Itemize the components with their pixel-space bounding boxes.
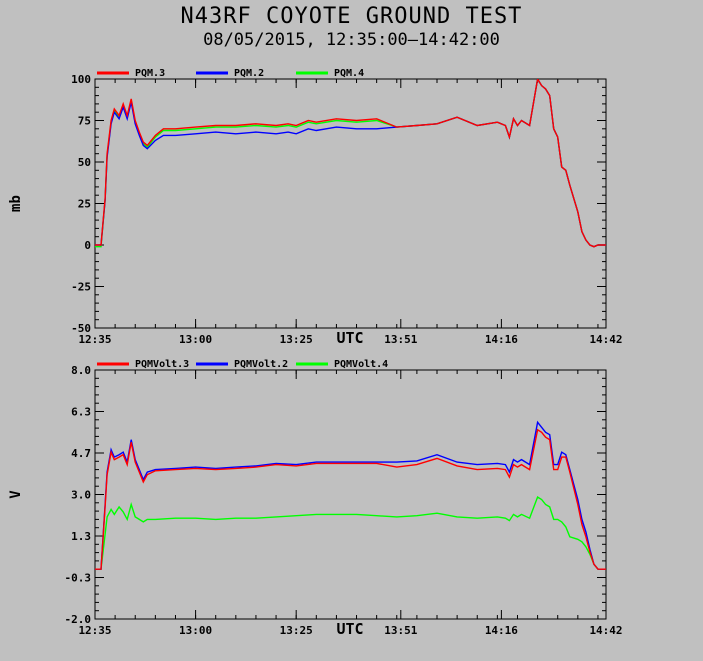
series-line-pqmvolt-4: [95, 495, 606, 570]
voltage-plot-frame: [94, 369, 607, 620]
y-tick-label: 50: [78, 156, 91, 169]
legend-label: PQMVolt.2: [234, 359, 288, 370]
x-tick-label: 13:00: [179, 624, 212, 637]
voltage-panel: 8.0 6.3 4.7 3.0 1.3 -0.3 -2.012:35 13:00 13:25 13…: [8, 359, 623, 638]
y-tick-label: 75: [78, 115, 91, 128]
legend-label: PQM.4: [334, 68, 364, 79]
y-tick-label: -50: [71, 322, 91, 335]
x-tick-label: 13:25: [280, 333, 313, 346]
x-axis-label: UTC: [336, 620, 363, 638]
x-tick-label: 12:35: [78, 624, 111, 637]
y-tick-label: 100: [71, 73, 91, 86]
y-tick-label: 25: [78, 198, 91, 211]
pressure-plot-frame: [94, 78, 607, 329]
y-axis-label: V: [8, 490, 24, 499]
y-tick-label: -25: [71, 281, 91, 294]
x-tick-label: 13:00: [179, 333, 212, 346]
series-line-pqm-4: [95, 79, 606, 248]
legend-label: PQM.2: [234, 68, 264, 79]
x-tick-label: 14:42: [589, 624, 622, 637]
x-tick-label: 14:16: [485, 333, 518, 346]
x-tick-label: 12:35: [78, 333, 111, 346]
x-tick-label: 14:16: [485, 624, 518, 637]
series-line-pqmvolt-2: [95, 420, 606, 570]
legend-label: PQM.3: [135, 68, 165, 79]
y-tick-label: -0.3: [65, 571, 92, 584]
chart-title: N43RF COYOTE GROUND TEST: [180, 4, 523, 29]
y-tick-label: 1.3: [71, 530, 91, 543]
x-tick-label: 13:51: [384, 624, 417, 637]
x-axis-label: UTC: [336, 329, 363, 347]
x-tick-label: 13:25: [280, 624, 313, 637]
y-tick-label: -2.0: [65, 613, 92, 626]
y-tick-label: 6.3: [71, 406, 91, 419]
series-line-pqm-2: [95, 79, 606, 248]
series-line-pqmvolt-3: [95, 428, 606, 570]
y-tick-label: 3.0: [71, 489, 91, 502]
x-tick-label: 13:51: [384, 333, 417, 346]
chart-subtitle: 08/05/2015, 12:35:00–14:42:00: [203, 30, 500, 50]
legend-label: PQMVolt.4: [334, 359, 388, 370]
y-tick-label: 8.0: [71, 364, 91, 377]
y-tick-label: 0: [84, 239, 91, 252]
legend-label: PQMVolt.3: [135, 359, 189, 370]
series-line-pqm-3: [95, 79, 606, 248]
y-axis-label: mb: [8, 195, 24, 212]
y-tick-label: 4.7: [71, 447, 91, 460]
x-tick-label: 14:42: [589, 333, 622, 346]
